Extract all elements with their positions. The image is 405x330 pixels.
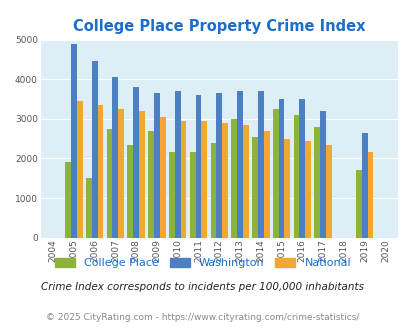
Bar [97, 105, 103, 238]
Bar [222, 123, 227, 238]
Text: © 2025 CityRating.com - https://www.cityrating.com/crime-statistics/: © 2025 CityRating.com - https://www.city… [46, 313, 359, 322]
Bar [367, 152, 373, 238]
Bar [216, 93, 222, 238]
Bar [305, 141, 310, 238]
Title: College Place Property Crime Index: College Place Property Crime Index [73, 19, 364, 34]
Bar [112, 77, 118, 238]
Bar [278, 99, 284, 238]
Bar [252, 137, 257, 238]
Bar [77, 101, 82, 238]
Bar [160, 117, 165, 238]
Bar [168, 152, 175, 238]
Bar [272, 109, 278, 238]
Bar [195, 95, 201, 238]
Bar [361, 133, 367, 238]
Text: Crime Index corresponds to incidents per 100,000 inhabitants: Crime Index corresponds to incidents per… [41, 282, 364, 292]
Bar [153, 93, 160, 238]
Bar [148, 131, 153, 238]
Bar [189, 152, 195, 238]
Bar [355, 170, 361, 238]
Bar [71, 44, 77, 238]
Bar [175, 91, 180, 238]
Bar [180, 121, 186, 238]
Bar [118, 109, 124, 238]
Bar [133, 87, 139, 238]
Bar [92, 61, 97, 238]
Bar [139, 111, 145, 238]
Bar [65, 162, 71, 238]
Bar [127, 145, 133, 238]
Bar [320, 111, 325, 238]
Bar [293, 115, 298, 238]
Bar [237, 91, 242, 238]
Bar [201, 121, 207, 238]
Bar [107, 129, 112, 238]
Bar [210, 143, 216, 238]
Legend: College Place, Washington, National: College Place, Washington, National [51, 253, 354, 272]
Bar [86, 178, 92, 238]
Bar [263, 131, 269, 238]
Bar [257, 91, 263, 238]
Bar [231, 119, 237, 238]
Bar [313, 127, 320, 238]
Bar [284, 139, 290, 238]
Bar [298, 99, 305, 238]
Bar [325, 145, 331, 238]
Bar [242, 125, 248, 238]
